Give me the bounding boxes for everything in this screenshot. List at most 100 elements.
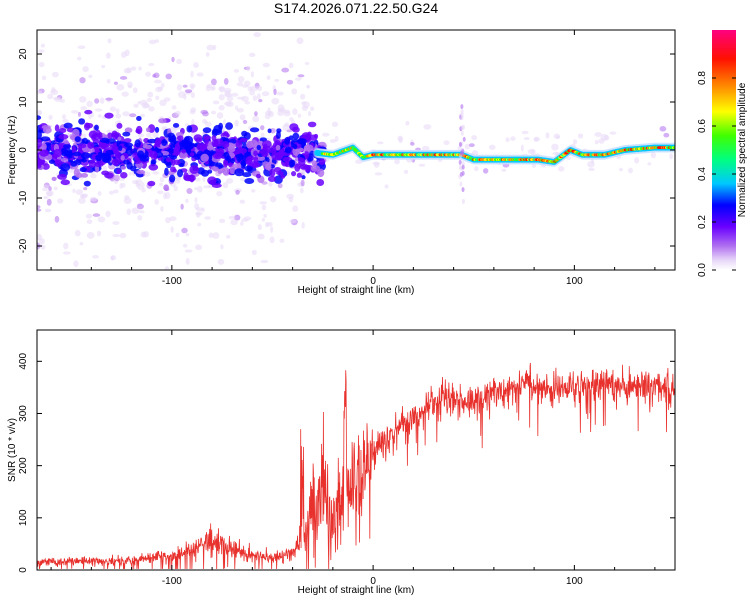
heatmap-band-blob: [275, 151, 286, 157]
snr-x-tick-label: 0: [370, 576, 376, 587]
heatmap-noise-blob: [190, 84, 195, 91]
heatmap-band-blob: [237, 153, 244, 161]
heatmap-noise-blob: [260, 132, 265, 138]
heatmap-spike-blob: [461, 198, 465, 204]
heatmap-noise-blob: [62, 118, 69, 123]
heatmap-noise-blob: [236, 107, 245, 113]
heatmap-noise-blob: [545, 132, 550, 139]
heatmap-band-blob: [150, 159, 157, 165]
heatmap-noise-blob: [184, 249, 193, 253]
heatmap-noise-blob: [147, 91, 154, 98]
heatmap-band-blob: [316, 178, 325, 187]
heatmap-band-blob: [275, 144, 281, 151]
heatmap-noise-blob: [123, 197, 132, 204]
heatmap-band-blob: [147, 138, 158, 144]
heatmap-noise-blob: [236, 82, 244, 87]
heatmap-band-blob: [122, 131, 131, 137]
heatmap-noise-blob: [129, 113, 137, 118]
heatmap-noise-blob: [194, 197, 198, 204]
heatmap-noise-blob: [164, 192, 171, 199]
heatmap-band-blob: [118, 145, 123, 152]
heatmap-noise-blob: [530, 149, 536, 155]
heatmap-noise-blob: [223, 87, 232, 94]
heatmap-noise-blob: [225, 178, 234, 184]
snr-y-tick-label: 200: [18, 457, 29, 474]
heatmap-band-blob: [242, 172, 252, 178]
heatmap-noise-blob: [175, 110, 181, 116]
heatmap-noise-blob: [48, 186, 52, 192]
heatmap-noise-blob: [119, 76, 128, 80]
heatmap-band-blob: [172, 123, 180, 128]
heatmap-noise-blob: [558, 165, 565, 172]
heatmap-band-blob: [189, 174, 195, 183]
heatmap-noise-blob: [299, 93, 306, 100]
heatmap-noise-blob: [181, 227, 188, 234]
heatmap-band-blob: [88, 159, 96, 168]
heatmap-noise-blob: [274, 78, 280, 82]
heatmap-noise-blob: [291, 88, 298, 95]
heatmap-noise-blob: [106, 78, 111, 84]
heatmap-noise-blob: [41, 187, 49, 192]
heatmap-band-blob: [224, 151, 230, 161]
heatmap-noise-blob: [202, 118, 207, 124]
heatmap-noise-blob: [669, 153, 673, 160]
heatmap-band-blob: [120, 155, 125, 161]
heatmap-noise-blob: [185, 258, 190, 265]
heatmap-y-tick-label: 0: [18, 147, 29, 153]
heatmap-noise-blob: [132, 87, 138, 94]
heatmap-noise-blob: [237, 75, 245, 83]
heatmap-noise-blob: [191, 119, 195, 126]
heatmap-noise-blob: [501, 168, 507, 172]
heatmap-noise-blob: [248, 52, 256, 58]
heatmap-noise-blob: [457, 146, 463, 151]
heatmap-band-blob: [95, 154, 103, 162]
heatmap-noise-blob: [269, 236, 275, 244]
heatmap-y-tick-label: -20: [18, 238, 29, 253]
heatmap-noise-blob: [374, 172, 383, 176]
heatmap-noise-blob: [119, 182, 123, 189]
colorbar-tick-label: 0.0: [697, 263, 708, 277]
heatmap-band-blob: [83, 122, 91, 131]
heatmap-noise-blob: [138, 133, 145, 138]
heatmap-band-blob: [60, 179, 70, 186]
heatmap-noise-blob: [663, 132, 670, 138]
heatmap-band-blob: [204, 136, 209, 145]
heatmap-noise-blob: [189, 109, 196, 115]
heatmap-y-tick-label: -10: [18, 190, 29, 205]
heatmap-noise-blob: [394, 158, 400, 165]
heatmap-band-blob: [202, 127, 212, 134]
heatmap-noise-blob: [40, 43, 45, 48]
heatmap-noise-blob: [196, 185, 203, 193]
heatmap-band-blob: [274, 139, 281, 146]
heatmap-band-blob: [87, 141, 95, 149]
heatmap-noise-blob: [609, 131, 617, 135]
heatmap-noise-blob: [148, 62, 155, 67]
heatmap-band-blob: [181, 148, 187, 154]
heatmap-noise-blob: [223, 78, 229, 85]
heatmap-band-blob: [176, 135, 184, 141]
heatmap-band-blob: [303, 144, 314, 152]
heatmap-band-blob: [292, 147, 298, 156]
heatmap-band-blob: [94, 124, 99, 131]
heatmap-spike-blob: [461, 187, 465, 193]
heatmap-noise-blob: [153, 72, 160, 79]
heatmap-noise-blob: [404, 169, 409, 174]
heatmap-noise-blob: [146, 132, 152, 138]
heatmap-band-blob: [100, 137, 110, 143]
heatmap-band-blob: [222, 167, 230, 176]
heatmap-band-blob: [41, 163, 50, 170]
heatmap-noise-blob: [85, 213, 93, 219]
heatmap-band-blob: [229, 166, 236, 175]
heatmap-noise-blob: [43, 195, 49, 200]
snr-y-tick-label: 100: [18, 509, 29, 526]
heatmap-noise-blob: [37, 109, 43, 115]
heatmap-noise-blob: [77, 111, 82, 117]
heatmap-noise-blob: [577, 133, 584, 139]
heatmap-noise-blob: [133, 103, 139, 108]
heatmap-band-blob: [120, 165, 127, 170]
heatmap-band-blob: [112, 147, 118, 154]
heatmap-noise-blob: [258, 98, 263, 103]
heatmap-band-blob: [53, 148, 62, 158]
heatmap-band-blob: [79, 167, 87, 173]
